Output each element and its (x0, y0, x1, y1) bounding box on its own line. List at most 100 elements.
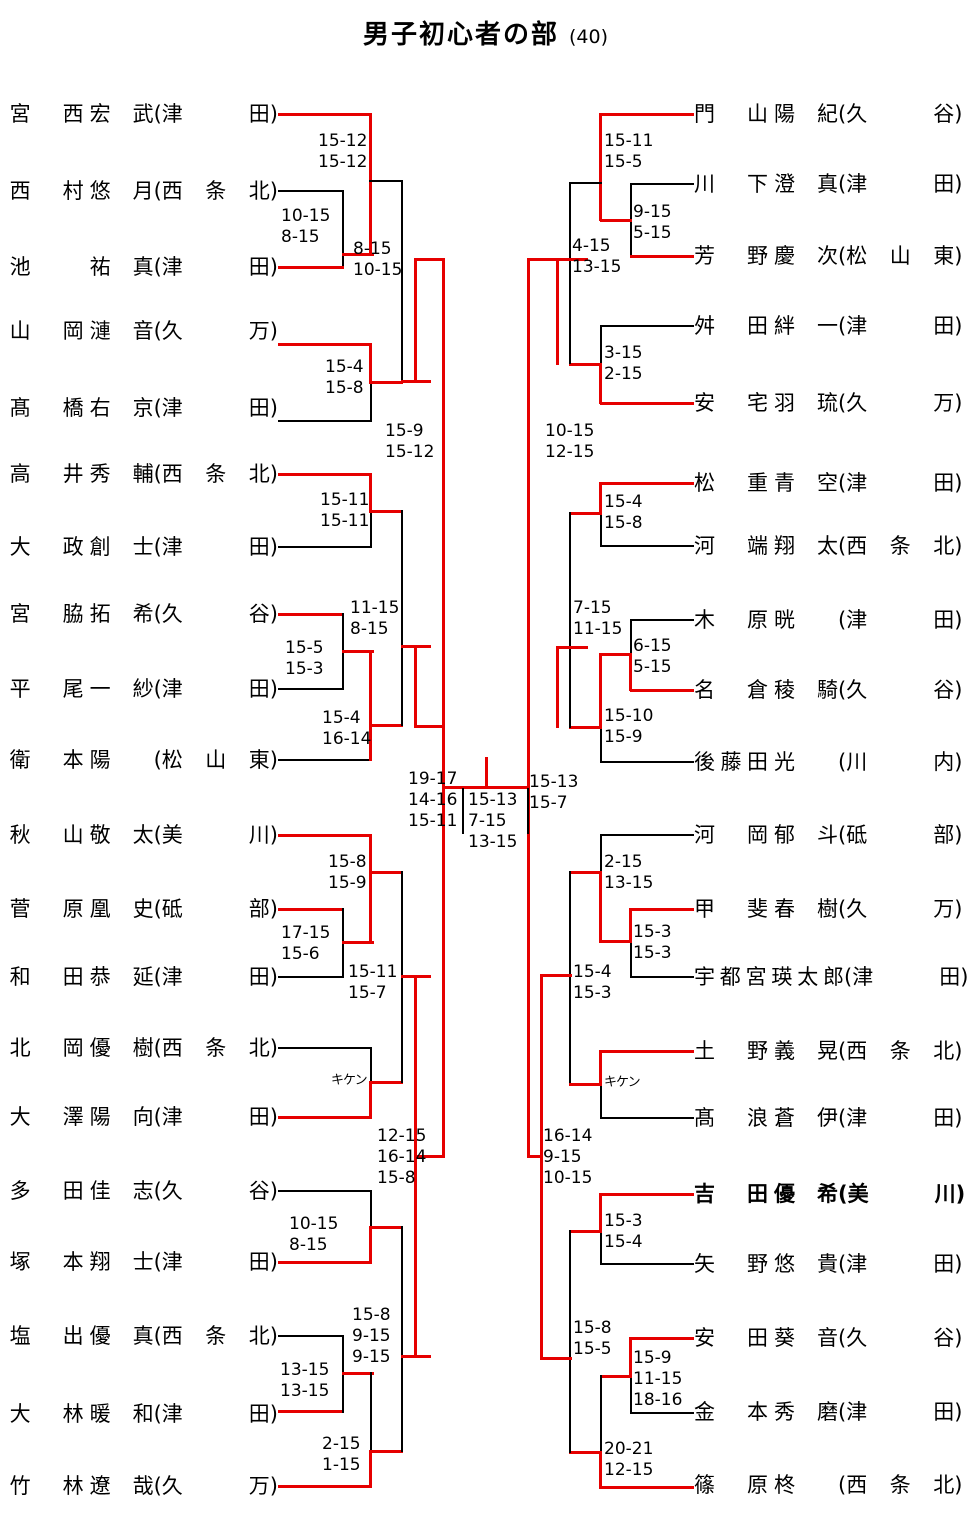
score-L-r3-b: 12-15 16-14 15-8 (377, 1126, 426, 1189)
score-line: 15-8 (328, 852, 367, 872)
paren-open: ( (838, 1252, 847, 1276)
player-name-left-13: 北岡 優樹(西条北) (0, 1035, 278, 1061)
paren-open: ( (153, 748, 162, 772)
score-line: 15-3 (285, 659, 324, 679)
player-family-name: 篠原 (694, 1473, 768, 1497)
score-R-r1-k: 15-9 11-15 18-16 (633, 1348, 682, 1411)
bracket-line (569, 512, 602, 515)
bracket-line (369, 113, 372, 256)
paren-close: ) (954, 244, 963, 268)
bracket-line (556, 646, 588, 649)
bracket-line (600, 482, 694, 485)
player-given-name: 青空 (774, 471, 838, 495)
bracket-line (369, 1081, 403, 1084)
paren-close: ) (269, 319, 278, 343)
player-family-name: 大林 (9, 1402, 84, 1426)
bracket-line (569, 1230, 602, 1233)
score-line: 18-16 (633, 1390, 683, 1410)
score-line: 15-3 (633, 943, 672, 963)
player-family-name: 宮脇 (9, 602, 84, 626)
player-family-name: 後藤田 (694, 750, 768, 774)
bracket-line (630, 619, 694, 621)
bracket-line (600, 761, 694, 763)
player-school: 久万 (846, 897, 955, 921)
player-family-name: 松重 (694, 471, 768, 495)
paren-close: ) (954, 102, 963, 126)
score-line: 15-4 (325, 357, 364, 377)
bracket-line (414, 975, 417, 1155)
bracket-line (600, 1230, 602, 1265)
paren-close: ) (269, 965, 278, 989)
bracket-line (600, 1375, 632, 1378)
score-line: 8-15 (281, 227, 320, 247)
player-school: 津田 (846, 314, 955, 338)
paren-open: ( (153, 396, 162, 420)
score-line: 9-15 (633, 202, 672, 222)
player-family-name: 甲斐 (694, 897, 768, 921)
score-L-r1-h: 17-15 15-6 (281, 923, 330, 965)
bracket-line (599, 653, 602, 728)
bracket-line (342, 1372, 374, 1375)
bracket-line (540, 974, 543, 1156)
bracket-line (540, 974, 572, 977)
bracket-line (600, 325, 602, 365)
title-count: (40) (569, 26, 609, 48)
paren-open: ( (153, 1179, 162, 1203)
score-line: 15-5 (604, 152, 643, 172)
score-line: 15-11 (320, 511, 370, 531)
score-L-r1-a: 15-12 15-12 (318, 131, 367, 173)
bracket-line (414, 725, 444, 728)
score-R-r2-d: 15-8 15-5 (573, 1318, 612, 1360)
player-family-name: 河岡 (694, 823, 768, 847)
paren-open: ( (838, 823, 847, 847)
player-school: 久谷 (161, 602, 270, 626)
bracket-line (630, 1337, 694, 1340)
paren-close: ) (269, 1474, 278, 1498)
player-name-right-10: 河岡 郁斗(砥部) (694, 822, 971, 848)
score-R-r1-h: 15-3 15-3 (633, 922, 672, 964)
player-given-name: 祐真 (89, 255, 154, 279)
score-line: 2-15 (604, 364, 643, 384)
bracket-line (527, 258, 530, 788)
bracket-line (369, 381, 403, 384)
player-given-name: 羽琉 (774, 391, 838, 415)
bracket-line (278, 759, 372, 761)
bracket-line (599, 1050, 602, 1085)
player-school: 津田 (846, 608, 955, 632)
paren-open: ( (838, 608, 847, 632)
paren-open: ( (838, 1326, 847, 1350)
bracket-line (600, 1083, 602, 1119)
player-school: 津田 (161, 102, 270, 126)
bracket-line (278, 1190, 372, 1192)
bracket-line (278, 688, 344, 690)
bracket-line (630, 255, 694, 258)
paren-open: ( (838, 391, 847, 415)
score-line: 15-8 (325, 378, 364, 398)
bracket-line (414, 258, 444, 261)
bracket-line (569, 182, 602, 184)
player-school: 川内 (846, 750, 955, 774)
player-given-name: 暖和 (89, 1402, 154, 1426)
bracket-line (342, 941, 374, 944)
player-name-right-0: 門山 陽紀(久谷) (694, 101, 971, 127)
bracket-line (599, 1193, 602, 1232)
player-family-name: 平尾 (9, 677, 84, 701)
score-L-r1-g: 15-8 15-9 (328, 852, 367, 894)
score-line: 19-17 (408, 769, 458, 789)
player-given-name: 悠月 (89, 179, 154, 203)
paren-open: ( (838, 534, 847, 558)
paren-close: ) (269, 1179, 278, 1203)
score-line: 8-15 (289, 1235, 328, 1255)
bracket-line (278, 976, 344, 978)
player-family-name: 河端 (694, 534, 768, 558)
player-name-right-15: 吉田 優希(美川) (694, 1181, 971, 1207)
bracket-line (278, 420, 372, 422)
bracket-line (278, 266, 344, 269)
bracket-line (278, 343, 372, 346)
score-line: 16-14 (377, 1147, 427, 1167)
paren-open: ( (153, 1324, 162, 1348)
score-line: 10-15 (543, 1168, 593, 1188)
paren-open: ( (838, 1473, 847, 1497)
player-name-right-11: 甲斐 春樹(久万) (694, 896, 971, 922)
player-name-left-2: 池 祐真(津田) (0, 254, 278, 280)
